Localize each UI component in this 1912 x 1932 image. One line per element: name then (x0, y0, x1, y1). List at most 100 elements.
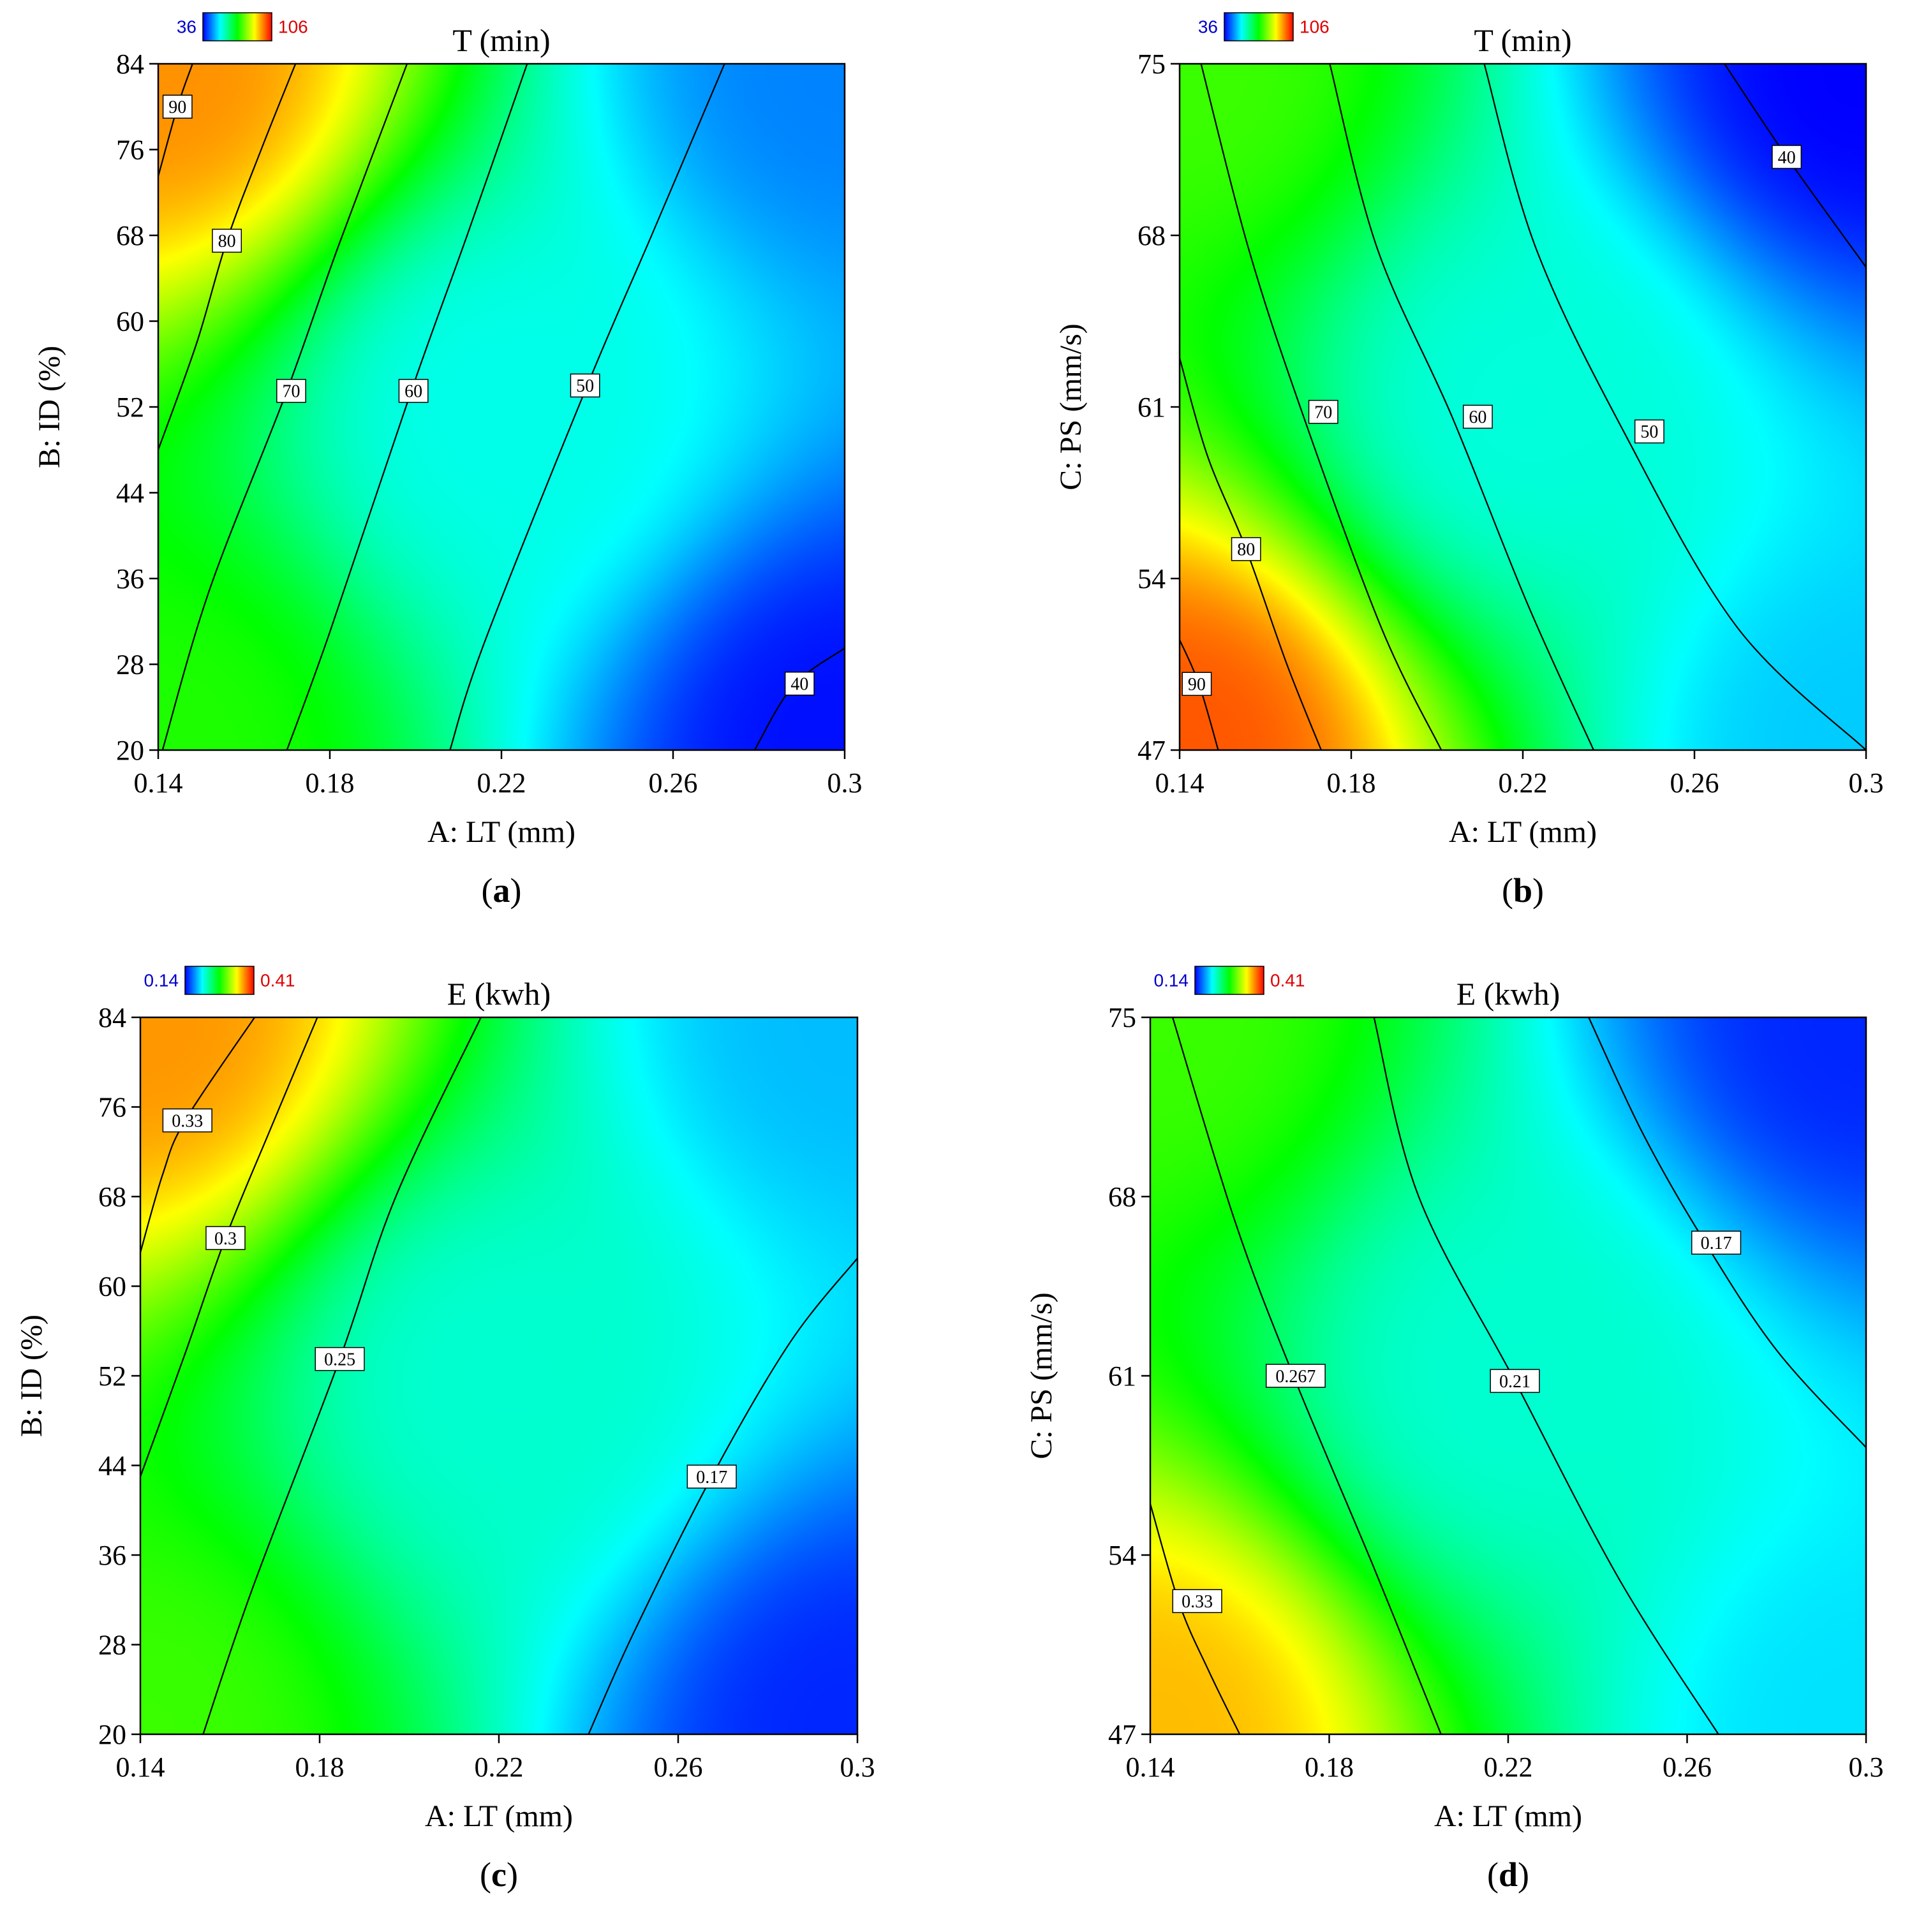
contour-line (140, 1017, 256, 1253)
x-tick-label: 0.14 (116, 1751, 165, 1783)
svg-text:50: 50 (1640, 422, 1658, 442)
x-tick-label: 0.22 (1499, 767, 1548, 799)
panel-b: 90 80 70 60 50 40 0.14 0.18 0.22 0.26 0.3 47 54 61 68 7… (1054, 12, 1884, 910)
colorbar: 0.14 0.41 (1154, 966, 1305, 995)
contour-label: 40 (784, 672, 815, 696)
y-tick-label: 36 (98, 1540, 126, 1571)
svg-text:90: 90 (168, 98, 186, 117)
contour-label: 70 (1308, 399, 1338, 424)
svg-text:80: 80 (218, 232, 236, 251)
contour-surface (140, 1017, 857, 1734)
x-tick-label: 0.26 (654, 1751, 703, 1783)
y-tick-label: 75 (1138, 48, 1166, 80)
y-axis-label: C: PS (mm/s) (1025, 1292, 1058, 1459)
svg-text:50: 50 (576, 376, 594, 396)
contour-line (1329, 64, 1594, 750)
contour-surface (1180, 64, 1866, 750)
x-tick-label: 0.18 (306, 767, 355, 799)
svg-text:0.33: 0.33 (1182, 1592, 1213, 1612)
x-axis-label: A: LT (mm) (425, 1799, 573, 1833)
colorbar-max-label: 106 (278, 17, 308, 37)
x-tick-label: 0.22 (475, 1751, 524, 1783)
panel-label: (a) (482, 871, 522, 910)
colorbar: 36 106 (1198, 12, 1330, 41)
contour-label: 0.21 (1490, 1369, 1540, 1393)
contour-label: 50 (570, 373, 600, 398)
y-tick-label: 76 (98, 1091, 126, 1123)
x-tick-label: 0.22 (1484, 1751, 1533, 1783)
y-tick-label: 47 (1138, 735, 1166, 766)
contour-label: 90 (1182, 672, 1212, 696)
contour-label: 0.17 (686, 1464, 737, 1489)
contour-label: 80 (1231, 537, 1261, 561)
y-tick-label: 76 (116, 134, 144, 165)
colorbar: 0.14 0.41 (144, 966, 295, 995)
svg-text:70: 70 (1314, 402, 1332, 422)
y-tick-label: 44 (116, 477, 144, 508)
colorbar-max-label: 0.41 (1270, 971, 1305, 991)
svg-text:0.17: 0.17 (1701, 1234, 1732, 1253)
y-tick-label: 60 (116, 306, 144, 337)
panel-label: (d) (1487, 1855, 1529, 1894)
y-tick-label: 28 (98, 1629, 126, 1660)
chart-title: E (kwh) (447, 976, 551, 1012)
y-tick-label: 52 (98, 1361, 126, 1392)
svg-text:60: 60 (1469, 408, 1486, 427)
x-tick-label: 0.14 (134, 767, 183, 799)
contour-line (1483, 64, 1866, 750)
y-tick-label: 52 (116, 392, 144, 423)
contour-line (1150, 1503, 1241, 1734)
contour-label: 60 (1462, 404, 1493, 429)
y-tick-label: 36 (116, 563, 144, 594)
x-tick-label: 0.3 (840, 1751, 875, 1783)
y-tick-label: 54 (1138, 563, 1166, 594)
contour-surface (158, 64, 845, 750)
x-tick-label: 0.14 (1126, 1751, 1175, 1783)
x-tick-label: 0.3 (827, 767, 863, 799)
svg-text:0.3: 0.3 (214, 1229, 237, 1249)
panel-a: 90 80 70 60 50 40 0.14 0.18 0.22 0.26 0.3 20 28 36 44 5… (33, 12, 863, 910)
y-tick-label: 68 (116, 220, 144, 251)
contour-label: 40 (1772, 145, 1802, 169)
panel-c: 0.33 0.3 0.25 0.17 0.14 0.18 0.22 0.26 0.3 20 28 36… (15, 966, 875, 1894)
colorbar-min-label: 0.14 (144, 971, 179, 991)
x-axis-label: A: LT (mm) (1434, 1799, 1582, 1833)
chart-title: T (min) (1474, 22, 1571, 58)
x-tick-label: 0.18 (295, 1751, 345, 1783)
y-axis-label: B: ID (%) (33, 346, 66, 468)
contour-label: 90 (162, 94, 193, 119)
x-tick-label: 0.3 (1849, 1751, 1884, 1783)
svg-text:60: 60 (404, 382, 422, 402)
chart-title: T (min) (452, 22, 550, 58)
svg-text:0.267: 0.267 (1275, 1367, 1315, 1387)
contour-label: 60 (398, 379, 429, 403)
contour-label: 0.33 (162, 1108, 212, 1133)
y-tick-label: 68 (98, 1181, 126, 1213)
y-tick-label: 20 (116, 735, 144, 766)
panel-d: 0.33 0.267 0.21 0.17 0.14 0.18 0.22 0.26 0.3 47 54… (1025, 966, 1884, 1894)
contour-label: 70 (276, 379, 306, 403)
x-axis-label: A: LT (mm) (427, 815, 575, 849)
contour-label: 80 (212, 228, 242, 253)
svg-text:0.25: 0.25 (324, 1350, 355, 1369)
svg-text:0.33: 0.33 (172, 1111, 203, 1131)
y-tick-label: 68 (1108, 1181, 1136, 1213)
x-tick-label: 0.26 (649, 767, 698, 799)
svg-text:0.21: 0.21 (1499, 1372, 1530, 1392)
colorbar-min-label: 36 (1198, 17, 1218, 37)
contour-label: 0.33 (1172, 1589, 1222, 1614)
y-tick-label: 75 (1108, 1002, 1136, 1033)
x-tick-label: 0.26 (1663, 1751, 1712, 1783)
y-tick-label: 54 (1108, 1540, 1136, 1571)
contour-label: 0.267 (1265, 1364, 1326, 1388)
panel-label: (b) (1502, 871, 1544, 910)
contour-line (1200, 64, 1442, 750)
contour-label: 0.25 (315, 1346, 365, 1371)
colorbar-min-label: 0.14 (1154, 971, 1189, 991)
y-tick-label: 28 (116, 649, 144, 680)
x-axis-label: A: LT (mm) (1449, 815, 1597, 849)
y-tick-label: 20 (98, 1719, 126, 1750)
y-tick-label: 84 (116, 48, 144, 80)
y-tick-label: 68 (1138, 220, 1166, 251)
